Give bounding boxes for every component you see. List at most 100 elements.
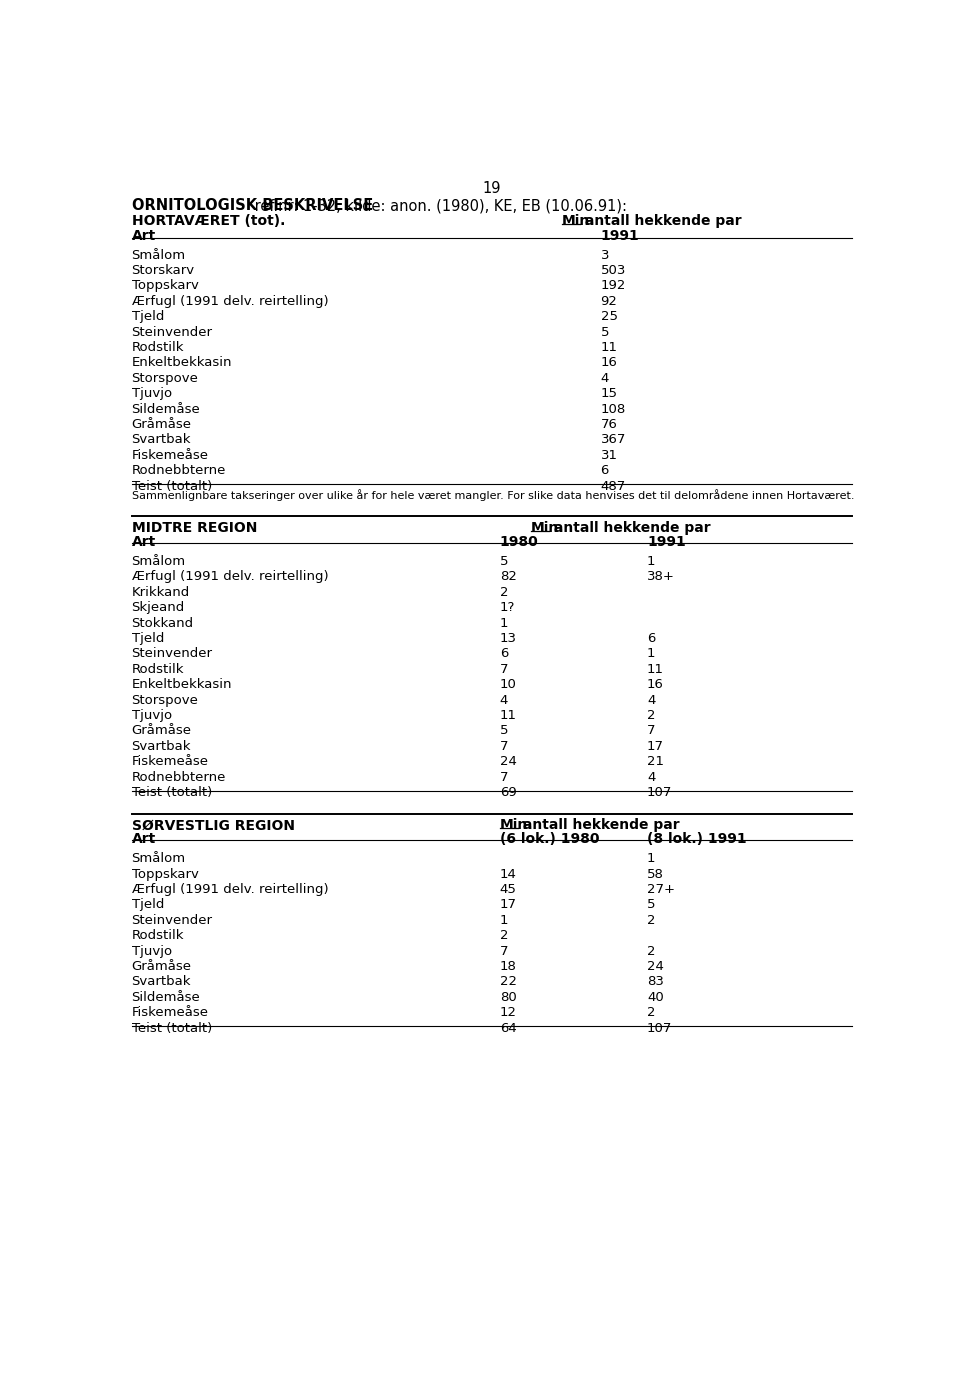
Text: Toppskarv: Toppskarv <box>132 280 199 292</box>
Text: 108: 108 <box>601 402 626 416</box>
Text: 4: 4 <box>500 693 508 707</box>
Text: 192: 192 <box>601 280 626 292</box>
Text: Fiskemeåse: Fiskemeåse <box>132 449 208 462</box>
Text: Art: Art <box>132 832 156 846</box>
Text: 367: 367 <box>601 433 626 446</box>
Text: 40: 40 <box>647 991 663 1003</box>
Text: 2: 2 <box>500 586 508 599</box>
Text: Fiskemeåse: Fiskemeåse <box>132 755 208 768</box>
Text: Krikkand: Krikkand <box>132 586 190 599</box>
Text: 6: 6 <box>500 648 508 660</box>
Text: Sildemåse: Sildemåse <box>132 991 201 1003</box>
Text: 1991: 1991 <box>647 535 685 548</box>
Text: Svartbak: Svartbak <box>132 433 191 446</box>
Text: 5: 5 <box>647 898 656 911</box>
Text: 17: 17 <box>500 898 516 911</box>
Text: MIDTRE REGION: MIDTRE REGION <box>132 521 257 535</box>
Text: Rodstilk: Rodstilk <box>132 663 184 675</box>
Text: 92: 92 <box>601 295 617 307</box>
Text: 7: 7 <box>500 663 508 675</box>
Text: 16: 16 <box>601 357 617 369</box>
Text: 24: 24 <box>647 960 664 973</box>
Text: 64: 64 <box>500 1021 516 1035</box>
Text: ORNITOLOGISK BESKRIVELSE: ORNITOLOGISK BESKRIVELSE <box>132 198 372 214</box>
Text: Smålom: Smålom <box>132 852 185 865</box>
Text: Tjeld: Tjeld <box>132 633 164 645</box>
Text: 18: 18 <box>500 960 516 973</box>
Text: 7: 7 <box>647 725 656 737</box>
Text: Tjuvjo: Tjuvjo <box>132 387 172 400</box>
Text: Skjeand: Skjeand <box>132 601 185 615</box>
Text: 5: 5 <box>601 325 609 339</box>
Text: 10: 10 <box>500 678 516 692</box>
Text: Ærfugl (1991 delv. reirtelling): Ærfugl (1991 delv. reirtelling) <box>132 570 328 583</box>
Text: 15: 15 <box>601 387 617 400</box>
Text: 487: 487 <box>601 480 626 492</box>
Text: 7: 7 <box>500 944 508 958</box>
Text: 24: 24 <box>500 755 516 768</box>
Text: 7: 7 <box>500 740 508 752</box>
Text: 7: 7 <box>500 770 508 784</box>
Text: Min.: Min. <box>500 819 533 832</box>
Text: 14: 14 <box>500 868 516 881</box>
Text: 11: 11 <box>500 708 516 722</box>
Text: Art: Art <box>132 229 156 244</box>
Text: 5: 5 <box>500 725 508 737</box>
Text: 107: 107 <box>647 785 672 799</box>
Text: 6: 6 <box>647 633 656 645</box>
Text: 83: 83 <box>647 976 664 988</box>
Text: 1991: 1991 <box>601 229 639 244</box>
Text: Teist (totalt): Teist (totalt) <box>132 1021 212 1035</box>
Text: (8 lok.) 1991: (8 lok.) 1991 <box>647 832 747 846</box>
Text: 31: 31 <box>601 449 617 462</box>
Text: Storskarv: Storskarv <box>132 265 195 277</box>
Text: Svartbak: Svartbak <box>132 740 191 752</box>
Text: Gråmåse: Gråmåse <box>132 725 192 737</box>
Text: Sildemåse: Sildemåse <box>132 402 201 416</box>
Text: Min.: Min. <box>562 214 595 227</box>
Text: 38+: 38+ <box>647 570 675 583</box>
Text: ref.nr: 1-32, kilde: anon. (1980), KE, EB (10.06.91):: ref.nr: 1-32, kilde: anon. (1980), KE, E… <box>250 198 627 214</box>
Text: 11: 11 <box>601 340 617 354</box>
Text: 1980: 1980 <box>500 535 539 548</box>
Text: 107: 107 <box>647 1021 672 1035</box>
Text: Tjeld: Tjeld <box>132 310 164 322</box>
Text: 2: 2 <box>647 914 656 927</box>
Text: 17: 17 <box>647 740 664 752</box>
Text: 4: 4 <box>647 770 656 784</box>
Text: Enkeltbekkasin: Enkeltbekkasin <box>132 678 232 692</box>
Text: 25: 25 <box>601 310 617 322</box>
Text: 1: 1 <box>647 852 656 865</box>
Text: antall hekkende par: antall hekkende par <box>518 819 680 832</box>
Text: Storspove: Storspove <box>132 693 199 707</box>
Text: 1: 1 <box>647 555 656 568</box>
Text: 27+: 27+ <box>647 883 675 896</box>
Text: Steinvender: Steinvender <box>132 914 212 927</box>
Text: 76: 76 <box>601 418 617 431</box>
Text: Tjuvjo: Tjuvjo <box>132 944 172 958</box>
Text: Steinvender: Steinvender <box>132 325 212 339</box>
Text: antall hekkende par: antall hekkende par <box>581 214 742 227</box>
Text: 21: 21 <box>647 755 664 768</box>
Text: 1: 1 <box>500 914 508 927</box>
Text: SØRVESTLIG REGION: SØRVESTLIG REGION <box>132 819 295 832</box>
Text: Steinvender: Steinvender <box>132 648 212 660</box>
Text: (6 lok.) 1980: (6 lok.) 1980 <box>500 832 599 846</box>
Text: Rodstilk: Rodstilk <box>132 340 184 354</box>
Text: 58: 58 <box>647 868 664 881</box>
Text: 45: 45 <box>500 883 516 896</box>
Text: 2: 2 <box>500 929 508 943</box>
Text: 69: 69 <box>500 785 516 799</box>
Text: Fiskemeåse: Fiskemeåse <box>132 1006 208 1020</box>
Text: 3: 3 <box>601 248 609 262</box>
Text: 16: 16 <box>647 678 664 692</box>
Text: HORTAVÆRET (tot).: HORTAVÆRET (tot). <box>132 214 285 227</box>
Text: Art: Art <box>132 535 156 548</box>
Text: 13: 13 <box>500 633 516 645</box>
Text: 4: 4 <box>647 693 656 707</box>
Text: Smålom: Smålom <box>132 555 185 568</box>
Text: antall hekkende par: antall hekkende par <box>549 521 711 535</box>
Text: Rodnebbterne: Rodnebbterne <box>132 464 226 477</box>
Text: 503: 503 <box>601 265 626 277</box>
Text: 6: 6 <box>601 464 609 477</box>
